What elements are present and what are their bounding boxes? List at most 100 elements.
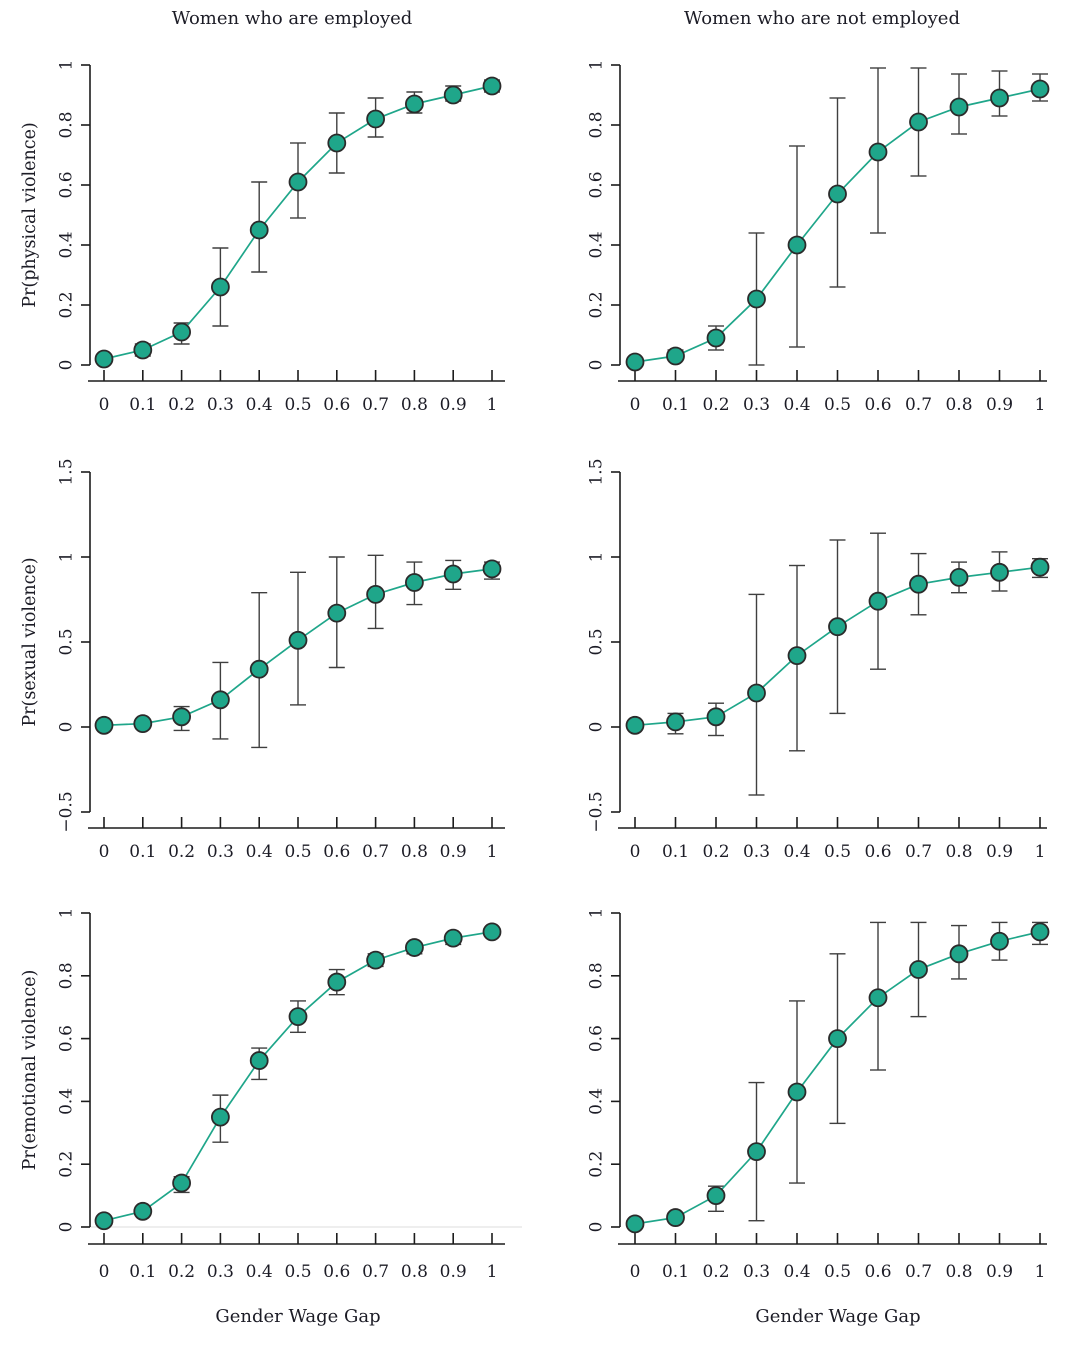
panel-sexual-not-employed: −0.5 0 0.5 1 1.5 0 0.1 0.2 0.3 0.4 0.5 0.6 0.7 0.8 0.9… (587, 458, 1050, 862)
y-tick-label: 0.6 (57, 171, 77, 198)
data-point (94, 349, 114, 369)
y-tick-label: 0 (587, 360, 607, 371)
data-point (133, 714, 153, 733)
y-tick-label: 1 (57, 552, 77, 563)
x-tick-label: 0.9 (440, 1262, 467, 1282)
data-point (666, 346, 685, 366)
x-tick-label: 0.6 (864, 395, 891, 415)
x-tick-label: 0.1 (662, 1262, 689, 1282)
y-tick-label: 0.5 (57, 628, 77, 655)
x-tick-label: 0 (630, 395, 641, 415)
column-title-not-employed: Women who are not employed (684, 8, 960, 29)
x-tick-label: 0.2 (168, 1262, 195, 1282)
x-tick-label: 0.5 (824, 395, 851, 415)
x-tick-label: 0.3 (743, 395, 770, 415)
y-tick-label: 0.6 (587, 171, 607, 198)
y-tick-label: 0 (57, 722, 77, 733)
data-point (172, 1173, 192, 1193)
data-point (288, 1007, 308, 1027)
data-point (288, 630, 308, 650)
data-point (1030, 557, 1050, 577)
x-tick-label: 0.6 (323, 842, 350, 862)
y-tick-label: 0.8 (57, 111, 77, 138)
x-tick-label: 0.7 (362, 1262, 389, 1282)
data-point (909, 112, 928, 132)
data-point (706, 1186, 726, 1205)
data-point (404, 94, 424, 114)
y-tick-label: 1.5 (587, 458, 607, 485)
data-point (868, 988, 888, 1008)
y-tick-label: 0 (57, 360, 77, 371)
x-tick-label: 0.1 (129, 395, 156, 415)
y-tick-label: 0.5 (587, 628, 607, 655)
y-tick-label: 0.2 (57, 1151, 77, 1178)
y-tick-label: 0.8 (587, 111, 607, 138)
y-tick-label: −0.5 (587, 791, 607, 832)
data-point (327, 603, 347, 623)
data-point (787, 646, 807, 665)
data-point (828, 184, 847, 204)
y-tick-label: 1 (57, 908, 77, 919)
y-tick-label: 1.5 (57, 458, 77, 485)
data-point (949, 568, 969, 587)
data-point (133, 1201, 153, 1221)
series-line (103, 85, 493, 360)
x-axis-title-left: Gender Wage Gap (215, 1306, 381, 1327)
y-tick-label: 0 (587, 1222, 607, 1233)
x-tick-label: 0.3 (743, 1262, 770, 1282)
data-point (249, 1051, 269, 1070)
y-tick-label: 0.2 (587, 1151, 607, 1178)
x-tick-label: 0.9 (986, 842, 1013, 862)
data-point (1030, 922, 1050, 942)
data-point (443, 564, 463, 584)
data-point (909, 960, 928, 979)
x-tick-label: 0.9 (986, 1262, 1013, 1282)
x-tick-label: 0.5 (284, 842, 311, 862)
data-point (666, 712, 685, 732)
x-tick-label: 0.6 (323, 1262, 350, 1282)
x-tick-label: 0.2 (702, 842, 729, 862)
x-tick-label: 0.7 (905, 842, 932, 862)
x-tick-label: 0.5 (284, 395, 311, 415)
data-point (94, 715, 114, 735)
data-point (747, 683, 766, 703)
x-tick-label: 0.1 (129, 1262, 156, 1282)
x-tick-label: 0.7 (905, 1262, 932, 1282)
y-tick-label: 0.2 (57, 291, 77, 318)
y-tick-label: 1 (587, 552, 607, 563)
x-tick-label: 0.1 (662, 842, 689, 862)
x-tick-label: 0.8 (945, 1262, 972, 1282)
y-tick-label: 0 (57, 1222, 77, 1233)
data-point (949, 944, 969, 964)
x-tick-label: 0.9 (440, 395, 467, 415)
data-point (133, 340, 153, 360)
data-point (747, 289, 766, 309)
y-tick-label: 0.2 (587, 291, 607, 318)
data-point (909, 574, 928, 594)
x-tick-label: 0.2 (702, 1262, 729, 1282)
x-tick-label: 0.4 (783, 842, 810, 862)
x-tick-label: 1 (1035, 1262, 1046, 1282)
x-tick-label: 0.9 (440, 842, 467, 862)
series-line (103, 931, 493, 1222)
x-tick-label: 0.4 (246, 1262, 273, 1282)
x-tick-label: 1 (1035, 842, 1046, 862)
y-tick-label: 1 (587, 60, 607, 71)
data-point (666, 1208, 685, 1227)
data-point (482, 922, 502, 942)
data-point (210, 1107, 230, 1127)
x-tick-label: 0.1 (129, 842, 156, 862)
data-point (868, 142, 888, 162)
data-point (706, 328, 726, 348)
x-tick-label: 0 (99, 1262, 110, 1282)
x-tick-label: 0.1 (662, 395, 689, 415)
panel-emotional-employed: 0 0.2 0.4 0.6 0.8 1 0 0.1 0.2 0.3 0.4 0.5 0.6 0.7 0.8 0… (57, 908, 522, 1282)
x-tick-label: 1 (487, 1262, 498, 1282)
y-tick-label: 0.6 (587, 1025, 607, 1052)
column-title-employed: Women who are employed (171, 8, 413, 29)
data-point (747, 1142, 766, 1162)
data-point (706, 707, 726, 727)
x-axis-title-right: Gender Wage Gap (755, 1306, 921, 1327)
data-point (172, 707, 192, 727)
data-point (249, 220, 269, 240)
